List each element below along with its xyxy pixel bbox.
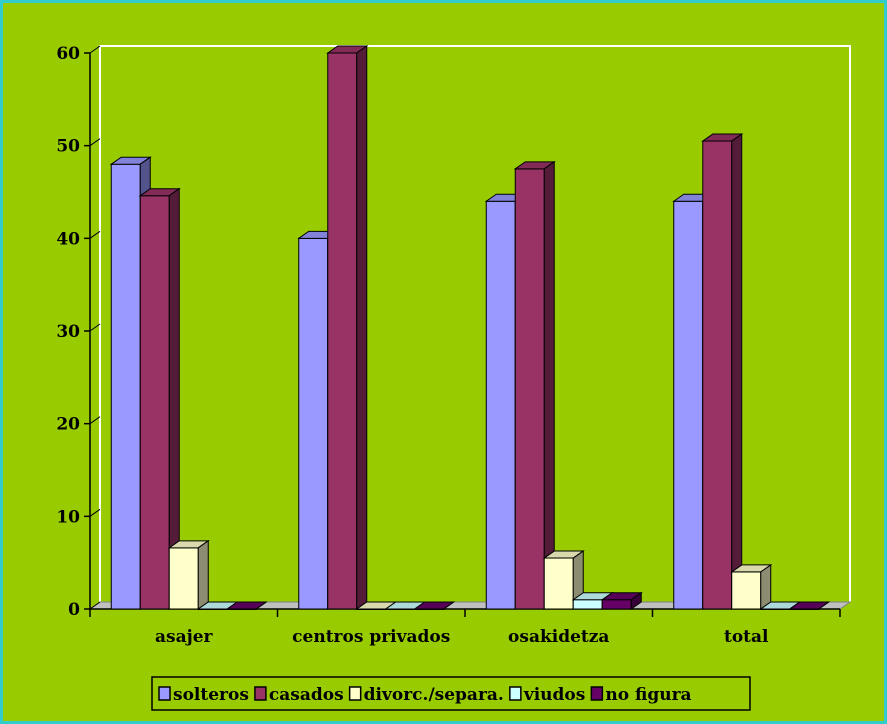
y-tick-depth-line [89,416,101,425]
y-tick-label: 60 [56,44,80,64]
bar-chart: 0 10 20 30 40 50 60 asajer centros privados osaki… [56,44,852,711]
bar-front [514,168,545,610]
bar-divorc-separa-asajer [167,539,210,610]
bar-front [168,547,199,610]
y-tick-depth-line [89,323,101,332]
legend-swatch [590,686,604,701]
y-tick-depth-line [89,45,101,54]
bar-side [255,601,267,610]
legend-item-no-figura: no figura [590,685,692,705]
x-tick-label-centros-privados: centros privados [292,627,450,647]
bar-front [110,163,141,610]
bar-casados-centros-privados [326,45,369,610]
legend-label: casados [269,685,344,705]
legend-swatch [509,686,522,701]
bar-front [139,195,170,610]
y-tick-depth-line [89,508,101,517]
legend-label: solteros [173,685,249,705]
bar-side [818,601,830,610]
y-tick-label: 40 [56,229,80,249]
bar-front [673,200,704,610]
legend-label: no figura [605,685,691,705]
legend-swatch [254,686,267,701]
bar-no-figura-total [788,601,831,610]
y-tick-label: 50 [56,137,80,157]
legend-label: viudos [523,685,586,705]
y-tick-depth-line [89,601,101,610]
x-tick-label-osakidetza: osakidetza [508,627,609,647]
y-tick-label: 10 [56,507,80,527]
chart-labels: 0 10 20 30 40 50 60 asajer centros privados osaki… [56,44,769,647]
bar-side [630,591,642,610]
legend-item-solteros: solteros [158,685,249,705]
bar-no-figura-asajer [225,601,268,610]
bar-front [601,599,632,610]
bar-casados-asajer [138,187,181,610]
legend-item-viudos: viudos [509,685,586,705]
legend-item-divorc-separa: divorc./separa. [348,685,504,705]
legend-box [151,676,751,711]
y-tick-label: 30 [56,322,80,342]
legend-item-casados: casados [254,685,344,705]
bar-front [731,571,762,610]
y-tick-depth-line [89,230,101,239]
bar-divorc-separa-total [730,563,773,610]
legend: solteros casados divorc./separa. viudos no f… [151,676,751,711]
bar-front [543,557,574,610]
x-tick-label-total: total [724,627,769,647]
bar-side [760,563,772,610]
y-tick-depth-line [89,138,101,147]
bar-side [543,160,555,610]
bar-casados-total [701,133,744,610]
x-tick-label-asajer: asajer [155,627,214,647]
bar-front [327,52,358,610]
bar-no-figura-centros-privados [413,601,456,610]
bar-casados-osakidetza [513,160,556,610]
y-tick-label: 0 [68,600,80,620]
legend-swatch [158,686,171,701]
legend-swatch [348,686,362,701]
bar-front [485,200,516,610]
bar-front [572,599,603,610]
bar-no-figura-osakidetza [600,591,643,610]
legend-label: divorc./separa. [364,685,504,705]
chart-bars [109,45,831,610]
bar-side [197,539,209,610]
bar-front [702,140,733,610]
bar-front [298,237,329,610]
y-tick-label: 20 [56,415,80,435]
bar-side [443,601,455,610]
bar-side [356,45,368,610]
bar-side [731,133,743,610]
